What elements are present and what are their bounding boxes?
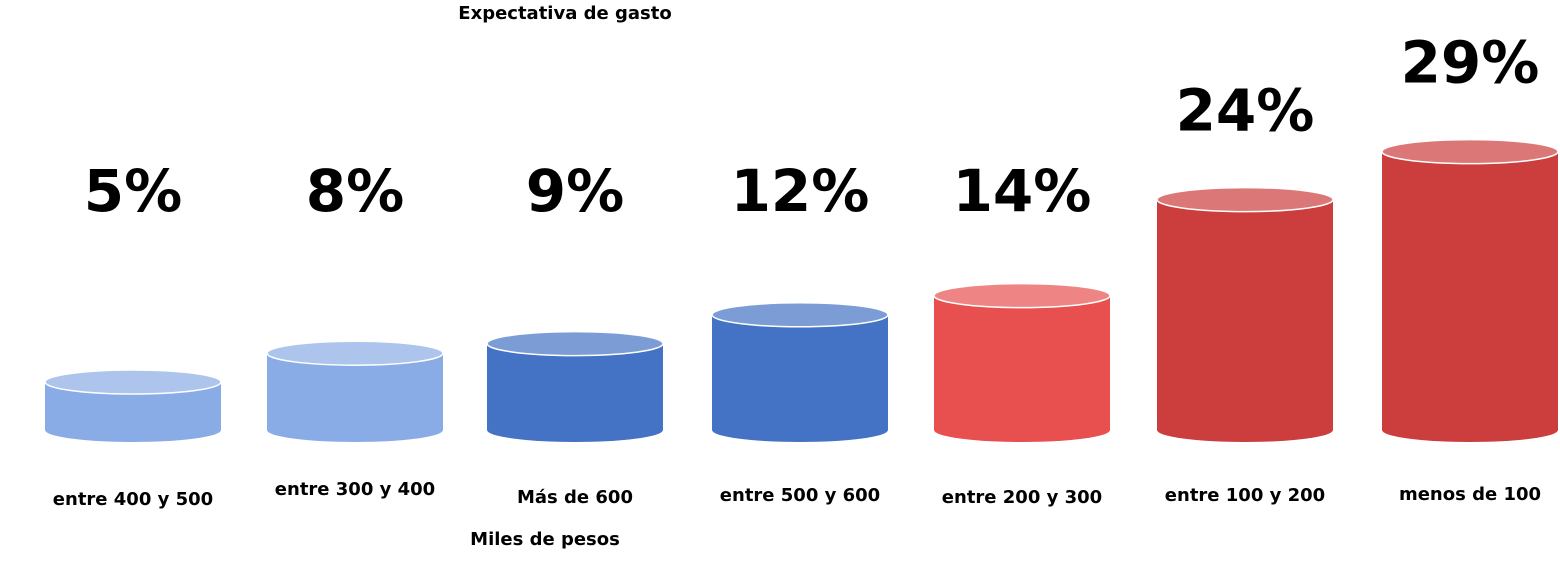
- cylinder-top: [266, 340, 444, 366]
- value-label: 14%: [953, 157, 1092, 225]
- cylinder-top: [44, 369, 222, 395]
- cylinder-top: [933, 282, 1111, 309]
- value-label: 12%: [731, 157, 870, 225]
- x-tick-label: Más de 600: [517, 487, 633, 508]
- bar: [487, 343, 663, 430]
- cylinder-top-shade: [1157, 187, 1333, 212]
- bar: [712, 314, 888, 430]
- cylinder-top-shade: [712, 302, 888, 327]
- bar: [934, 295, 1110, 430]
- chart-title: Expectativa de gasto: [458, 3, 671, 24]
- cylinder-top-shade: [267, 341, 443, 366]
- cylinder-top: [711, 302, 889, 328]
- cylinder-top: [1381, 138, 1559, 165]
- x-axis-title: Miles de pesos: [470, 529, 620, 550]
- value-label: 8%: [306, 157, 404, 225]
- x-tick-label: entre 400 y 500: [53, 489, 213, 510]
- value-label: 24%: [1176, 77, 1315, 145]
- cylinder-top-shade: [1382, 139, 1558, 164]
- bar: [267, 353, 443, 430]
- x-tick-label: entre 200 y 300: [942, 487, 1102, 508]
- x-tick-label: entre 500 y 600: [720, 485, 880, 506]
- value-label: 5%: [84, 157, 182, 225]
- x-tick-label: entre 100 y 200: [1165, 485, 1325, 506]
- bar: [1157, 199, 1333, 430]
- bar: [1382, 151, 1558, 430]
- cylinder-top-shade: [487, 331, 663, 356]
- value-label: 29%: [1401, 29, 1540, 97]
- x-tick-label: menos de 100: [1399, 484, 1541, 505]
- x-tick-label: entre 300 y 400: [275, 479, 435, 500]
- value-label: 9%: [526, 157, 624, 225]
- cylinder-top-shade: [934, 283, 1110, 308]
- cylinder-top: [486, 330, 664, 357]
- cylinder-top: [1156, 186, 1334, 213]
- cylinder-top-shade: [45, 370, 221, 394]
